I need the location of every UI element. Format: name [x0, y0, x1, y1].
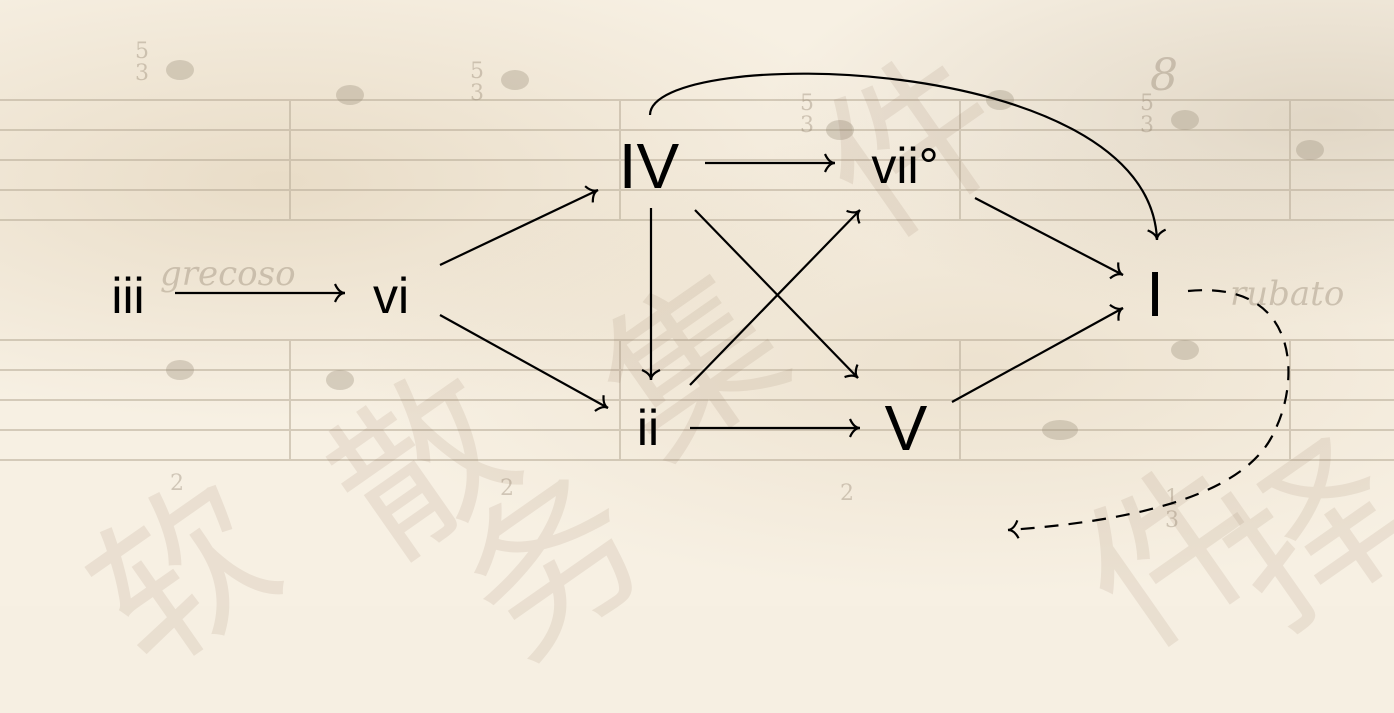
svg-text:3: 3 [1140, 113, 1154, 138]
node-vii-diminished: vii° [871, 138, 939, 194]
node-I: I [1146, 258, 1164, 330]
node-V: V [884, 392, 928, 464]
svg-text:3: 3 [135, 61, 149, 86]
edge-I-loop-dashed [1007, 289, 1290, 539]
edge-IV-to-V [694, 209, 859, 379]
edge-vi-to-ii [439, 314, 609, 412]
score-annotation-rubato: rubato [1230, 274, 1344, 314]
svg-text:3: 3 [800, 113, 814, 138]
svg-text:5: 5 [1140, 91, 1154, 116]
svg-text:5: 5 [800, 91, 814, 116]
svg-text:8: 8 [1150, 50, 1178, 101]
svg-text:3: 3 [470, 81, 484, 106]
edge-vi-to-IV [439, 185, 599, 266]
node-IV: IV [618, 130, 680, 202]
edge-vii-to-I [974, 197, 1124, 280]
svg-text:2: 2 [500, 476, 514, 501]
node-iii: iii [111, 268, 145, 324]
svg-text:5: 5 [470, 59, 484, 84]
node-ii: ii [636, 400, 660, 456]
edge-IV-to-I [648, 72, 1167, 241]
score-annotation-grecoso: grecoso [160, 254, 296, 294]
node-vi: vi [372, 268, 410, 324]
svg-text:2: 2 [840, 481, 854, 506]
chord-progression-diagram [175, 72, 1290, 539]
svg-text:2: 2 [170, 471, 184, 496]
svg-text:5: 5 [135, 39, 149, 64]
staff-lines: grecoso rubato 8 5 3 5 3 5 3 5 3 2 2 2 1… [0, 39, 1394, 533]
svg-text:3: 3 [1165, 508, 1179, 533]
edge-V-to-I [951, 304, 1124, 403]
edge-ii-to-vii [689, 209, 861, 386]
